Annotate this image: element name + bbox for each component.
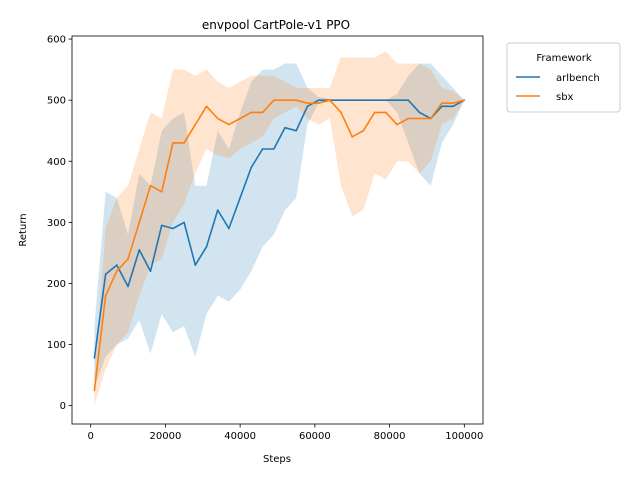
arlbench-point — [441, 105, 443, 108]
sbx-point — [441, 102, 443, 104]
arlbench-point — [127, 285, 129, 288]
arlbench-point — [149, 270, 152, 273]
legend-label-arlbench: arlbench — [556, 73, 600, 84]
arlbench-point — [351, 99, 354, 101]
x-tick-label: 80000 — [374, 431, 406, 442]
arlbench-point — [205, 246, 208, 248]
y-tick-label: 400 — [47, 157, 66, 168]
sbx-point — [418, 117, 421, 120]
legend: Framework arlbench sbx — [506, 42, 621, 113]
arlbench-point — [250, 166, 253, 169]
y-axis: 0 100 200 300 400 500 600 — [47, 35, 72, 412]
sbx-point — [239, 117, 241, 120]
sbx-point — [463, 99, 466, 101]
sbx-point — [362, 129, 365, 132]
sbx-point — [116, 270, 118, 273]
series-lines — [93, 99, 466, 392]
y-tick-label: 300 — [47, 218, 66, 229]
sbx-point — [396, 123, 398, 126]
sbx-point — [429, 117, 432, 120]
y-tick-label: 0 — [60, 401, 66, 412]
arlbench-point — [216, 209, 219, 211]
sbx-point — [340, 111, 342, 114]
sbx-point — [373, 111, 376, 114]
x-tick-label: 40000 — [224, 431, 256, 442]
x-tick-label: 20000 — [150, 431, 182, 442]
sbx-point — [306, 102, 309, 104]
sbx-point — [138, 221, 141, 224]
sbx-point — [205, 105, 208, 108]
arlbench-point — [273, 148, 275, 150]
legend-entries: arlbench sbx — [516, 73, 600, 103]
arlbench-point — [418, 111, 421, 114]
arlbench-point — [317, 99, 320, 101]
x-tick-label: 100000 — [445, 431, 483, 442]
arlbench-point — [407, 99, 410, 101]
sbx-point — [127, 258, 129, 260]
sbx-point — [351, 136, 354, 138]
arlbench-point — [104, 273, 107, 276]
sbx-point — [407, 117, 410, 120]
sbx-point — [228, 123, 230, 126]
sbx-point — [329, 99, 331, 101]
legend-box — [506, 42, 621, 113]
arlbench-point — [228, 227, 230, 230]
legend-label-sbx: sbx — [556, 92, 574, 103]
sbx-point — [149, 184, 152, 187]
sbx-point — [172, 142, 174, 144]
sbx-point — [317, 102, 320, 104]
arlbench-point — [160, 224, 163, 227]
sbx-point — [452, 102, 454, 104]
y-axis-label: Return — [18, 213, 29, 246]
sbx-point — [160, 191, 163, 193]
plot-frame — [71, 35, 484, 425]
confidence-bands — [94, 51, 465, 406]
arlbench-point — [362, 99, 365, 101]
arlbench-point — [373, 99, 376, 101]
arlbench-point — [452, 105, 454, 108]
y-tick-label: 200 — [47, 279, 66, 290]
arlbench-point — [93, 357, 96, 359]
arlbench-point — [306, 105, 309, 108]
arlbench-point — [396, 99, 398, 101]
sbx-point — [250, 111, 253, 114]
arlbench-point — [116, 264, 118, 266]
arlbench-point — [385, 99, 387, 101]
legend-title: Framework — [536, 53, 592, 64]
sbx-point — [194, 123, 197, 126]
sbx-point — [295, 99, 298, 101]
sbx-point — [273, 99, 275, 101]
sbx-point — [104, 294, 107, 297]
y-tick-label: 100 — [47, 340, 66, 351]
arlbench-point — [194, 264, 197, 266]
y-tick-label: 500 — [47, 96, 66, 107]
arlbench-point — [138, 249, 141, 251]
x-axis-label: Steps — [263, 454, 291, 465]
sbx-point — [261, 111, 264, 114]
chart-title: envpool CartPole-v1 PPO — [202, 18, 350, 32]
arlbench-point — [172, 227, 174, 230]
sbx-point — [385, 111, 387, 114]
arlbench-point — [239, 197, 241, 199]
sbx-point — [93, 389, 96, 392]
x-tick-label: 0 — [87, 431, 93, 442]
x-tick-label: 60000 — [299, 431, 331, 442]
arlbench-point — [340, 99, 342, 101]
arlbench-point — [183, 221, 185, 224]
sbx-point — [284, 99, 286, 101]
arlbench-band — [94, 63, 465, 388]
sbx-line — [93, 99, 465, 391]
y-tick-label: 600 — [47, 35, 66, 46]
sbx-point — [216, 117, 219, 120]
arlbench-point — [284, 126, 286, 129]
arlbench-line — [93, 99, 465, 359]
sbx-band — [94, 51, 465, 406]
arlbench-point — [261, 148, 264, 150]
arlbench-point — [295, 129, 298, 132]
sbx-points — [93, 99, 466, 392]
sbx-point — [183, 142, 185, 144]
x-axis: 0 20000 40000 60000 80000 100000 — [87, 424, 483, 442]
